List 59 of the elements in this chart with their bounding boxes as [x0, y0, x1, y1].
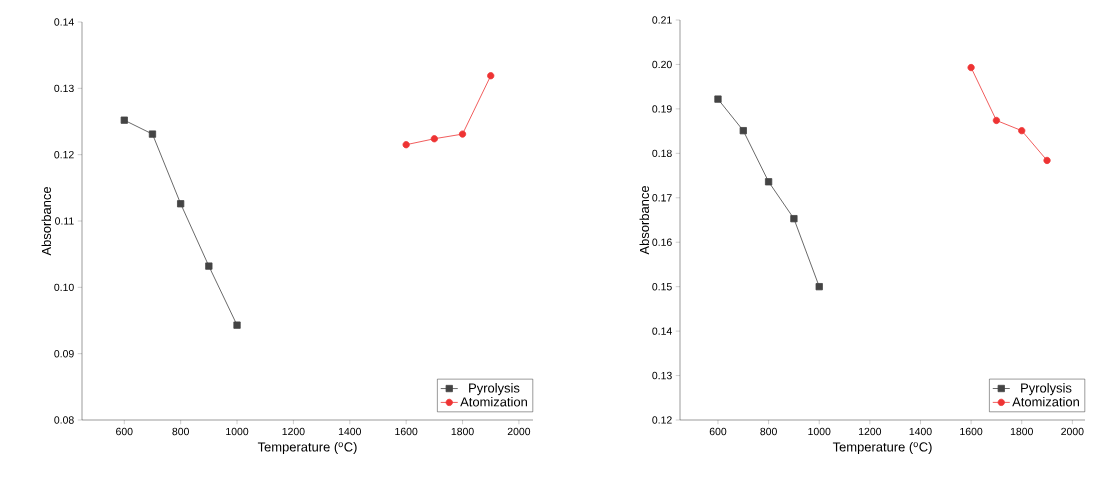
x-tick-label: 1800: [1010, 427, 1033, 436]
point: [967, 63, 975, 72]
y-tick-label: 0.11: [55, 217, 74, 225]
x-tick-label: 600: [116, 427, 133, 436]
point: [1018, 127, 1026, 135]
y-tick-label: 0.12: [652, 416, 672, 424]
y-tick-label: 0.13: [54, 84, 74, 93]
y-tick-label: 0.08: [54, 416, 74, 424]
y-axis-title: Absorbance: [41, 187, 52, 256]
point: [765, 178, 773, 186]
x-tick-label: 1400: [338, 427, 361, 436]
point: [1043, 156, 1051, 165]
y-tick-label: 0.21: [652, 16, 672, 24]
y-tick-label: 0.09: [54, 349, 74, 358]
point: [148, 130, 157, 138]
y-tick-label: 0.17: [652, 194, 672, 202]
y-tick-label: 0.20: [652, 60, 672, 69]
x-tick-label: 1200: [282, 427, 305, 436]
point: [458, 130, 467, 138]
point: [714, 95, 722, 103]
x-tick-label: 800: [172, 427, 189, 436]
point: [992, 116, 1001, 125]
x-tick-label: 1000: [808, 427, 831, 436]
point: [233, 321, 241, 329]
y-tick-label: 0.10: [54, 283, 74, 292]
y-tick-label: 0.18: [652, 149, 672, 158]
y-tick-label: 0.14: [652, 327, 672, 335]
legend-label: Pyrolysis: [469, 383, 520, 396]
x-tick-label: 600: [709, 427, 727, 436]
legend-label: Pyrolysis: [1021, 383, 1072, 396]
point: [120, 116, 128, 124]
x-tick-label: 1200: [859, 427, 882, 436]
x-tick-label: 1600: [395, 427, 418, 436]
x-tick-label: 2000: [1061, 427, 1084, 436]
x-tick-label: 1400: [909, 427, 932, 436]
x-tick-label: 800: [760, 427, 777, 436]
x-axis-title: Temperature ($^{o}$C): [257, 442, 357, 455]
x-tick-label: 1600: [960, 427, 983, 436]
point: [815, 283, 823, 291]
x-tick-label: 1000: [226, 427, 249, 436]
x-tick-label: 1800: [451, 427, 474, 436]
y-tick-label: 0.12: [54, 150, 74, 159]
y-tick-label: 0.16: [652, 238, 672, 246]
y-tick-label: 0.14: [54, 18, 74, 26]
legend-label: Atomization: [460, 396, 527, 407]
point: [430, 135, 438, 143]
point: [790, 215, 798, 223]
y-tick-label: 0.13: [652, 371, 672, 380]
x-tick-label: 2000: [507, 427, 531, 436]
point: [402, 141, 410, 149]
legend-label: Atomization: [1012, 396, 1079, 407]
x-axis-title: Temperature ($^{o}$C): [832, 442, 932, 455]
y-tick-label: 0.19: [652, 105, 672, 113]
point: [205, 262, 213, 270]
y-tick-label: 0.15: [652, 282, 672, 291]
point: [739, 127, 747, 135]
point: [177, 200, 185, 208]
point: [487, 72, 495, 80]
y-axis-title: Absorbance: [639, 186, 650, 255]
